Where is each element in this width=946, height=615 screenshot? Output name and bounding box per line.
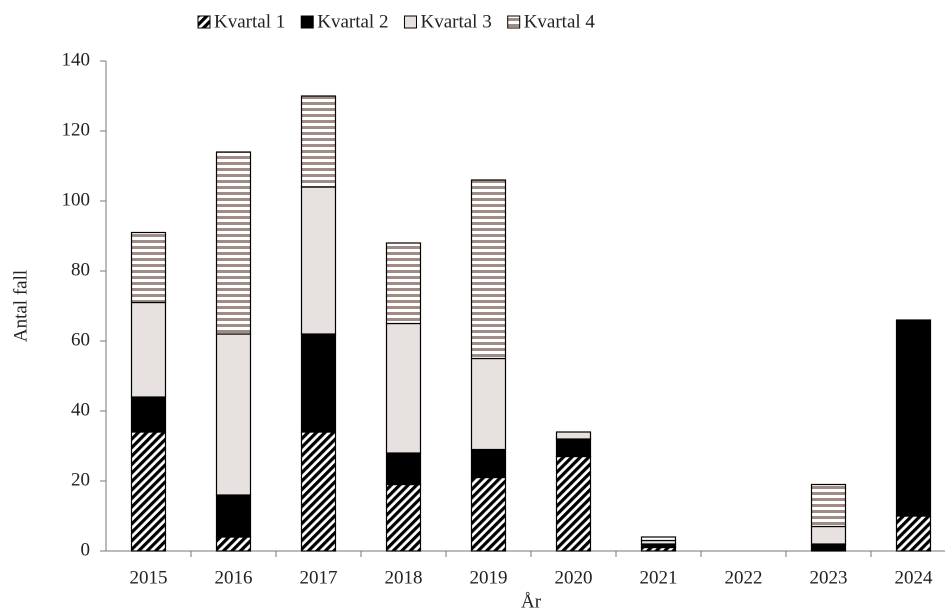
bar-segment bbox=[215, 333, 252, 496]
bar-segment bbox=[555, 455, 592, 552]
bar-segment bbox=[810, 525, 847, 545]
legend-label: Kvartal 1 bbox=[214, 11, 285, 32]
y-tick-label: 40 bbox=[71, 399, 90, 420]
x-tick-label: 2015 bbox=[130, 567, 168, 588]
bar-segment bbox=[130, 396, 167, 433]
y-tick-label: 120 bbox=[62, 119, 91, 140]
bar-segment bbox=[470, 448, 507, 479]
bar-segment bbox=[810, 543, 847, 552]
y-tick-label: 20 bbox=[71, 469, 90, 490]
bar-segment bbox=[385, 483, 422, 552]
x-tick-label: 2019 bbox=[470, 567, 508, 588]
bar-segment bbox=[300, 186, 337, 335]
legend-label: Kvartal 2 bbox=[317, 11, 388, 32]
bar-segment bbox=[470, 476, 507, 552]
bar-segment bbox=[470, 179, 507, 360]
x-tick-label: 2024 bbox=[895, 567, 934, 588]
y-tick-label: 0 bbox=[81, 539, 91, 560]
x-tick-label: 2022 bbox=[725, 567, 763, 588]
legend-swatch bbox=[300, 15, 314, 29]
bar-segment bbox=[555, 438, 592, 458]
legend-label: Kvartal 3 bbox=[420, 11, 491, 32]
x-tick-label: 2017 bbox=[300, 567, 338, 588]
legend-swatch bbox=[197, 15, 211, 29]
x-tick-label: 2023 bbox=[810, 567, 848, 588]
bar-segment bbox=[300, 333, 337, 433]
x-tick-label: 2020 bbox=[555, 567, 593, 588]
legend-swatch bbox=[403, 15, 417, 29]
bar-segment bbox=[385, 322, 422, 454]
bar-segment bbox=[810, 483, 847, 528]
bar-segment bbox=[130, 231, 167, 304]
legend-label: Kvartal 4 bbox=[524, 11, 596, 32]
bar-segment bbox=[555, 431, 592, 440]
legend: Kvartal 1 Kvartal 2 Kvartal 3 Kvartal 4 bbox=[197, 11, 596, 32]
bar-segment bbox=[385, 242, 422, 325]
bar-segment bbox=[215, 494, 252, 538]
bar-segment bbox=[895, 515, 932, 552]
legend-swatch bbox=[507, 15, 521, 29]
bar-segment bbox=[385, 452, 422, 486]
y-tick-label: 60 bbox=[71, 329, 90, 350]
x-tick-label: 2018 bbox=[385, 567, 423, 588]
bar-segment bbox=[215, 151, 252, 335]
y-tick-label: 140 bbox=[62, 49, 91, 70]
x-axis-title: År bbox=[521, 591, 542, 612]
y-tick-label: 100 bbox=[62, 189, 91, 210]
bar-segment bbox=[130, 431, 167, 552]
bar-segment bbox=[300, 95, 337, 188]
x-tick-label: 2016 bbox=[215, 567, 253, 588]
bar-segment bbox=[130, 301, 167, 398]
bar-segment bbox=[895, 319, 932, 517]
bar-segment bbox=[215, 536, 252, 552]
y-axis-title: Antal fall bbox=[10, 270, 31, 342]
bar-segment bbox=[640, 536, 677, 542]
bar-segment bbox=[470, 357, 507, 451]
bar-segment bbox=[300, 431, 337, 552]
x-tick-label: 2021 bbox=[640, 567, 678, 588]
y-tick-label: 80 bbox=[71, 259, 90, 280]
